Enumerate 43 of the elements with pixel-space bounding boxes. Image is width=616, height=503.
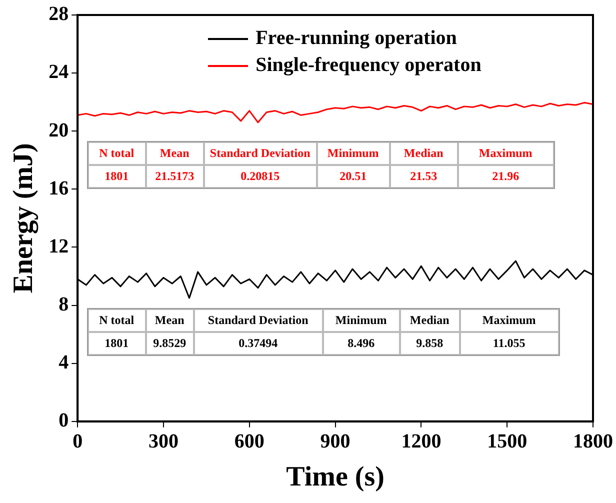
x-tick-label: 600 [234, 430, 264, 453]
annotation: Median [390, 142, 458, 165]
annotation: Median [400, 308, 460, 332]
annotation: 8.496 [322, 332, 400, 355]
y-tick-label: 20 [48, 119, 69, 142]
y-axis-title: Energy (mJ) [8, 143, 40, 294]
annotation: 1801 [88, 332, 146, 355]
x-tick-label: 300 [148, 430, 178, 453]
legend-label: Free-running operation [256, 27, 457, 49]
annotation: Standard Deviation [194, 308, 323, 332]
annotation: Minimum [322, 308, 400, 332]
y-tick-label: 28 [48, 3, 69, 26]
y-tick-label: 24 [48, 61, 69, 84]
annotation: 9.8529 [146, 332, 194, 355]
x-tick-label: 0 [72, 430, 83, 453]
annotation: Mean [146, 142, 204, 165]
x-tick-label: 1800 [573, 430, 613, 453]
annotation: N total [88, 308, 146, 332]
legend-label: Single-frequency operaton [256, 54, 482, 76]
annotation: 0.37494 [194, 332, 323, 355]
y-tick-label: 8 [58, 293, 69, 316]
annotation: 0.20815 [204, 164, 317, 188]
annotation: 21.53 [390, 164, 458, 188]
annotation: 1801 [88, 164, 146, 188]
y-tick-label: 0 [58, 410, 69, 432]
annotation: 20.51 [316, 164, 390, 188]
annotation: 21.5173 [146, 164, 204, 188]
x-tick-label: 1200 [401, 430, 442, 453]
annotation: Maximum [460, 308, 559, 332]
y-tick-label: 12 [48, 235, 69, 258]
annotation: 21.96 [458, 164, 554, 188]
x-axis-title: Time (s) [286, 461, 384, 492]
annotation: Minimum [316, 142, 390, 165]
annotation: N total [88, 142, 146, 165]
annotation: Standard Deviation [204, 142, 317, 165]
annotation: Maximum [458, 142, 554, 165]
annotation: Mean [146, 308, 194, 332]
y-tick-label: 16 [48, 177, 69, 200]
annotation: 11.055 [460, 332, 559, 355]
x-tick-label: 1500 [487, 430, 528, 453]
y-tick-label: 4 [58, 352, 69, 374]
x-tick-label: 900 [320, 430, 350, 453]
annotation: 9.858 [400, 332, 460, 355]
